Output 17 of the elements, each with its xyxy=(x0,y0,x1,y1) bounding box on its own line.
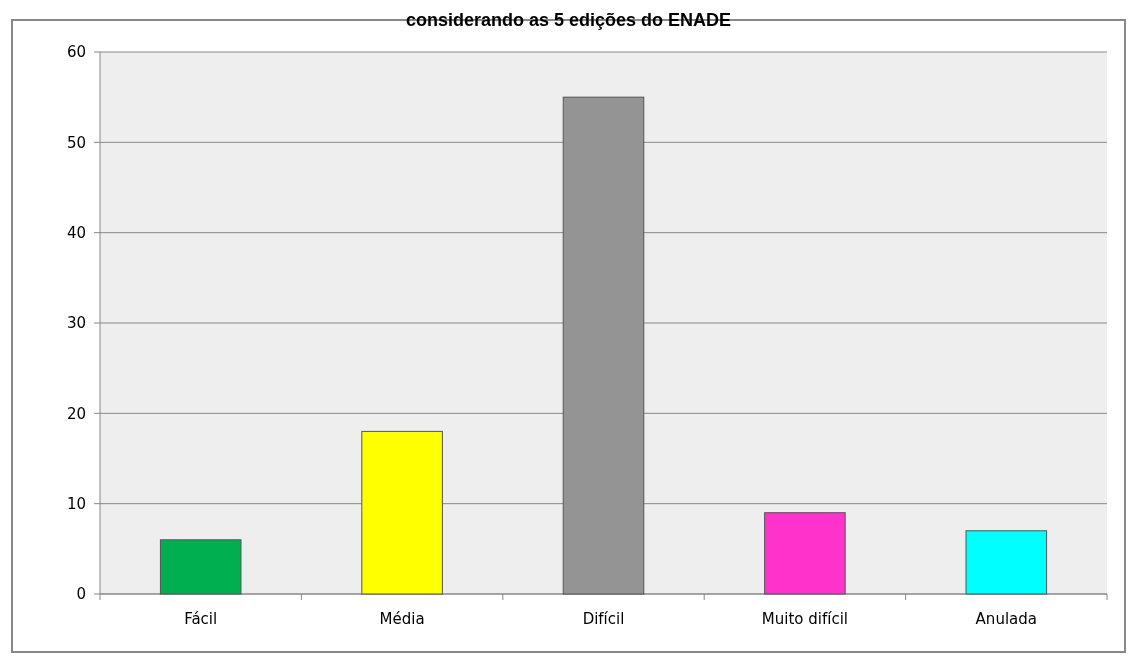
y-tick-label: 60 xyxy=(66,43,86,62)
y-tick-label: 40 xyxy=(66,223,86,242)
bar xyxy=(361,430,443,595)
y-tick-label: 30 xyxy=(66,314,86,333)
x-tick-label: Anulada xyxy=(975,610,1037,628)
chart-title: considerando as 5 edições do ENADE xyxy=(405,10,732,30)
y-tick-label: 50 xyxy=(66,133,86,152)
x-tick-label: Difícil xyxy=(582,610,625,628)
y-tick-label: 10 xyxy=(66,494,86,513)
x-tick-label: Média xyxy=(379,610,425,628)
y-tick-label: 20 xyxy=(66,404,86,423)
x-tick-label: Muito difícil xyxy=(761,610,848,628)
x-tick-label: Fácil xyxy=(184,610,218,628)
bar xyxy=(159,539,242,595)
y-tick-label: 0 xyxy=(76,585,86,604)
bar xyxy=(965,530,1048,595)
bar xyxy=(764,512,846,595)
